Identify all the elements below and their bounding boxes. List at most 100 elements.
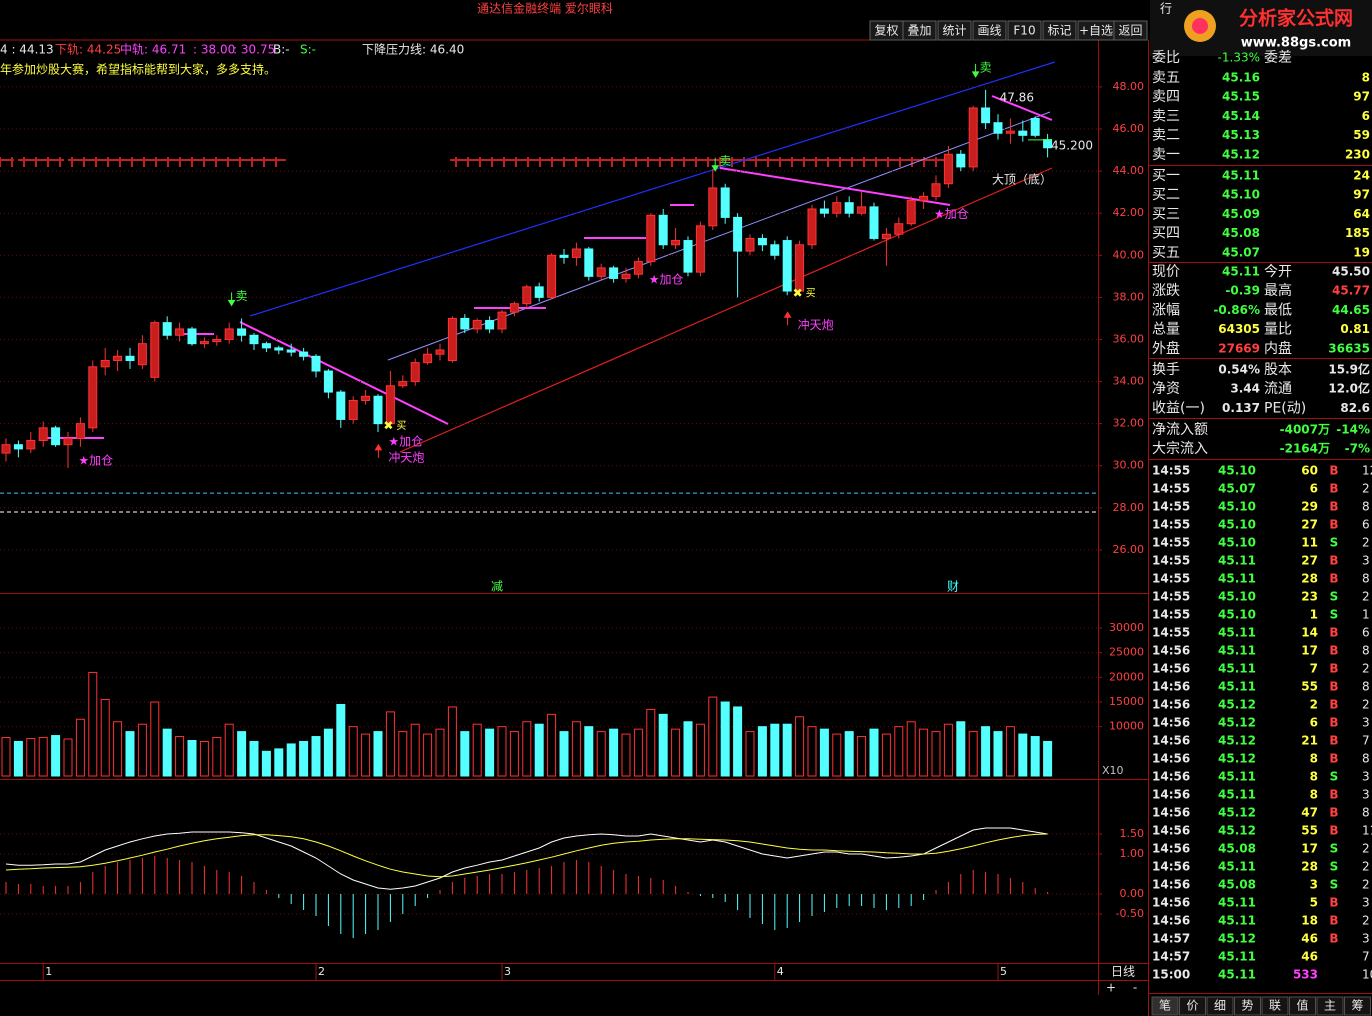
candle-body xyxy=(832,202,842,214)
toolbar-button-label[interactable]: 统计 xyxy=(942,24,966,38)
panel-tab[interactable] xyxy=(1234,996,1261,1016)
stat-value: 0.81 xyxy=(1340,322,1370,336)
toolbar-button-label[interactable]: 叠加 xyxy=(907,24,931,38)
tick-volume: 23 xyxy=(1301,590,1318,604)
panel-tab[interactable] xyxy=(1179,996,1206,1016)
signal-add: ★加仓 xyxy=(78,453,113,467)
x-tick-label: 4 xyxy=(777,965,784,978)
tick-volume: 60 xyxy=(1301,464,1318,478)
toolbar-button-label[interactable]: 标记 xyxy=(1047,24,1071,38)
candle-body xyxy=(745,237,755,252)
stat-value: -0.39 xyxy=(1225,284,1260,298)
volume-bar xyxy=(63,738,73,777)
candle-body xyxy=(509,303,519,313)
volume-bar xyxy=(757,726,767,777)
panel-tab-label[interactable]: 筹 xyxy=(1351,999,1363,1013)
panel-tab[interactable] xyxy=(1316,996,1344,1016)
panel-tab-label[interactable]: 值 xyxy=(1296,998,1308,1013)
volume-bar xyxy=(323,728,333,777)
volume-bar xyxy=(13,740,23,777)
tick-price: 45.11 xyxy=(1218,554,1256,568)
panel-tab-label[interactable]: 联 xyxy=(1269,999,1281,1013)
book-label: 卖二 xyxy=(1152,128,1180,144)
period-label[interactable]: 日线 xyxy=(1111,965,1135,979)
signal-sell: 卖 xyxy=(980,60,992,74)
stat-value: 45.11 xyxy=(1222,265,1260,279)
candle-body xyxy=(150,322,160,378)
zoom-in[interactable]: + xyxy=(1106,981,1116,995)
tick-volume: 46 xyxy=(1301,932,1318,946)
candle-body xyxy=(38,427,48,441)
toolbar-button[interactable] xyxy=(1042,20,1077,41)
book-label: 买三 xyxy=(1152,206,1180,222)
candle-body xyxy=(621,273,631,279)
x-tick-label: 5 xyxy=(1000,965,1007,978)
volume-bar xyxy=(88,671,98,777)
volume-bar xyxy=(199,740,209,777)
volume-bar xyxy=(150,701,160,777)
tick-volume: 17 xyxy=(1301,644,1318,658)
panel-tab[interactable] xyxy=(1206,996,1234,1016)
panel-tab[interactable] xyxy=(1344,996,1371,1016)
volume-bar xyxy=(336,703,346,777)
candle-body xyxy=(385,385,395,425)
tick-volume: 2 xyxy=(1310,698,1318,712)
volume-bar xyxy=(596,731,606,777)
tick-volume: 8 xyxy=(1310,752,1318,766)
tick-side: B xyxy=(1329,644,1338,658)
tick-price: 45.12 xyxy=(1218,716,1256,730)
candle-body xyxy=(1030,117,1040,136)
panel-tab-label[interactable]: 笔 xyxy=(1159,998,1171,1013)
panel-tab[interactable] xyxy=(1151,996,1179,1016)
volume-bar xyxy=(1018,733,1028,777)
candle-body xyxy=(956,153,966,168)
book-volume: 8 xyxy=(1362,71,1370,85)
panel-tab-label[interactable]: 主 xyxy=(1324,999,1336,1013)
volume-bar xyxy=(187,739,197,777)
toolbar-button-label[interactable]: 画线 xyxy=(977,24,1001,38)
y-tick-label: 38.00 xyxy=(1113,290,1145,303)
signal-add: ★加仓 xyxy=(388,434,423,448)
volume-bar xyxy=(770,723,780,777)
candle-body xyxy=(175,328,185,336)
tick-count: 8 xyxy=(1362,644,1370,658)
tick-count: 2 xyxy=(1362,590,1370,604)
candle-body xyxy=(646,214,656,263)
book-label: 卖三 xyxy=(1152,108,1180,124)
panel-tab[interactable]: 行 xyxy=(1160,2,1172,16)
tick-count: 2 xyxy=(1362,914,1370,928)
panel-tab[interactable] xyxy=(1261,996,1289,1016)
toolbar-button[interactable] xyxy=(1113,20,1148,41)
volume-bar xyxy=(534,723,544,777)
toolbar-button-label[interactable]: F10 xyxy=(1013,24,1035,38)
toolbar-button-label[interactable]: 返回 xyxy=(1118,24,1142,38)
tick-time: 14:55 xyxy=(1152,518,1190,532)
tick-count: 3 xyxy=(1362,932,1370,946)
indicator-value: 下轨: 44.25 xyxy=(55,43,121,57)
panel-tab-label[interactable]: 细 xyxy=(1214,999,1226,1013)
volume-bar xyxy=(609,728,619,777)
tick-time: 14:56 xyxy=(1152,770,1190,784)
candle-body xyxy=(373,395,383,425)
panel-tab[interactable] xyxy=(1289,996,1316,1016)
volume-unit: X10 xyxy=(1102,764,1124,777)
toolbar-button[interactable] xyxy=(972,20,1007,41)
volume-bar xyxy=(881,733,891,777)
toolbar-button[interactable] xyxy=(1007,20,1042,41)
panel-tab-label[interactable]: 价 xyxy=(1186,999,1198,1013)
panel-tab-label[interactable]: 势 xyxy=(1241,999,1253,1013)
y-tick-label: 36.00 xyxy=(1113,332,1145,345)
tick-time: 14:55 xyxy=(1152,464,1190,478)
toolbar-button-label[interactable]: 复权 xyxy=(874,24,898,38)
volume-bar xyxy=(968,731,978,777)
candle-body xyxy=(919,195,929,202)
tick-time: 14:56 xyxy=(1152,644,1190,658)
zoom-out[interactable]: - xyxy=(1133,981,1137,995)
toolbar-button-label[interactable]: +自选 xyxy=(1079,24,1113,38)
tick-count: 2 xyxy=(1362,842,1370,856)
candle-body xyxy=(311,355,321,372)
y-tick-label: 0.00 xyxy=(1120,887,1145,900)
toolbar-button[interactable] xyxy=(937,20,972,41)
toolbar-button[interactable] xyxy=(902,20,937,41)
tick-price: 45.12 xyxy=(1218,734,1256,748)
